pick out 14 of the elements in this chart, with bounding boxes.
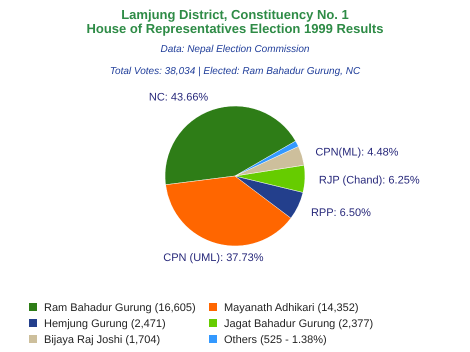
legend-label: Mayanath Adhikari (14,352) [224,302,359,314]
legend-label: Bijaya Raj Joshi (1,704) [44,334,160,346]
data-label: CPN (UML): 37.73% [163,252,264,264]
legend-label: Others (525 - 1.38%) [224,334,327,346]
legend-label: Hemjung Gurung (2,471) [44,318,166,330]
legend-label: Ram Bahadur Gurung (16,605) [44,302,196,314]
chart-subtitle: Total Votes: 38,034 | Elected: Ram Bahadur Gurung, NC [110,66,361,77]
data-label: RPP: 6.50% [310,206,372,219]
data-label: CPN(ML): 4.48% [315,146,399,158]
data-label: NC: 43.66% [148,91,208,104]
legend-label: Jagat Bahadur Gurung (2,377) [224,318,374,330]
data-label: RJP (Chand): 6.25% [318,174,420,186]
chart-title: Lamjung District, Constituency No. 1 House of Representatives Election 1999 Results [86,7,384,36]
text: Data: Nepal Election Commission [160,44,310,55]
